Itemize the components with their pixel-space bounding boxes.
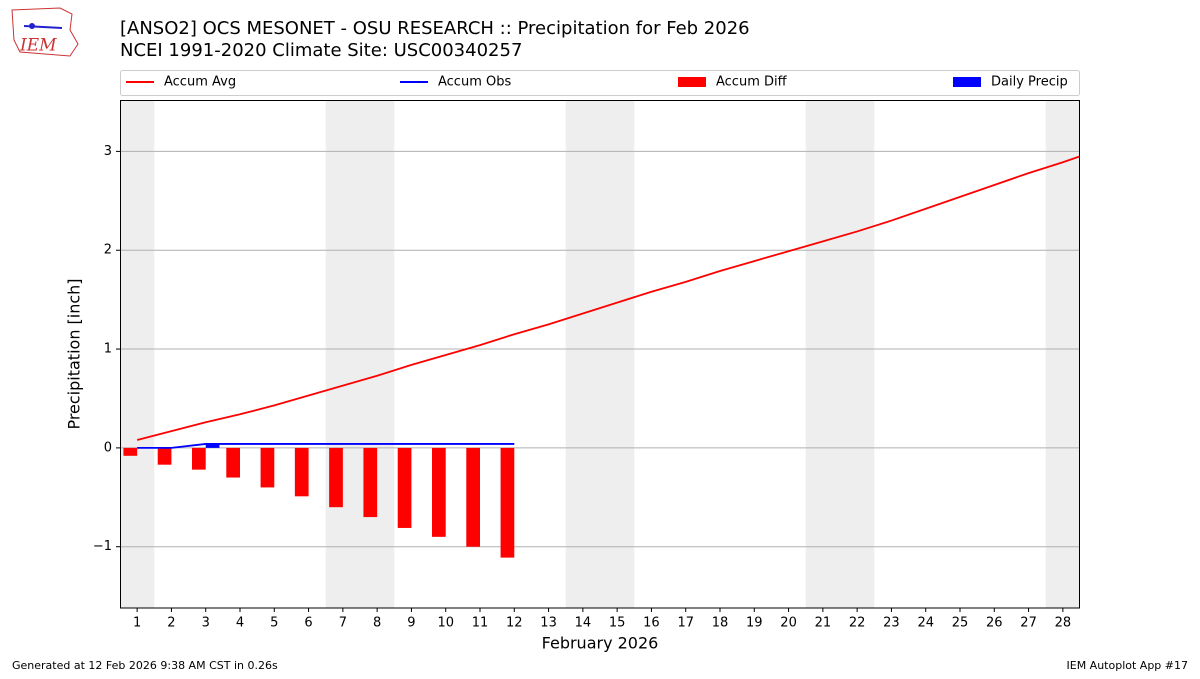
- logo-text: IEM: [19, 36, 57, 56]
- x-tick-label: 26: [986, 616, 1003, 631]
- x-tick-label: 27: [1020, 616, 1037, 631]
- highlight-day: [120, 100, 155, 608]
- x-tick-label: 22: [849, 616, 866, 631]
- highlight-day: [1045, 100, 1080, 608]
- x-tick-label: 9: [407, 616, 415, 631]
- highlight-day: [360, 100, 395, 608]
- legend-label: Accum Diff: [716, 75, 788, 90]
- bar: [192, 447, 206, 470]
- plot-frame: [120, 100, 1080, 609]
- x-axis-label: February 2026: [542, 634, 659, 653]
- highlight-day: [600, 100, 635, 608]
- x-tick-label: 19: [746, 616, 763, 631]
- y-tick-label: 3: [104, 144, 112, 159]
- y-tick-label: 2: [104, 243, 112, 258]
- bar: [432, 447, 446, 537]
- legend-label: Accum Avg: [164, 75, 236, 90]
- x-tick-label: 8: [373, 616, 381, 631]
- bar: [294, 447, 309, 497]
- x-tick-label: 12: [506, 616, 523, 631]
- x-tick-label: 18: [712, 616, 729, 631]
- footer-left: Generated at 12 Feb 2026 9:38 AM CST in …: [12, 659, 278, 672]
- legend-label: Accum Obs: [438, 75, 511, 90]
- x-tick-label: 16: [643, 616, 660, 631]
- x-tick-label: 15: [609, 616, 626, 631]
- bar: [157, 447, 172, 465]
- x-tick-label: 23: [883, 616, 900, 631]
- bar: [123, 447, 138, 456]
- x-tick-label: 6: [304, 616, 312, 631]
- bar: [260, 447, 275, 488]
- x-tick-label: 7: [339, 616, 347, 631]
- y-tick-label: 1: [104, 342, 112, 357]
- series-line: [137, 443, 515, 449]
- legend-box: [120, 70, 1080, 96]
- bar: [205, 443, 220, 448]
- legend-swatch: [953, 77, 981, 87]
- highlight-day: [325, 100, 360, 608]
- y-tick-label: 0: [104, 440, 112, 455]
- plot-area: [120, 100, 1080, 608]
- x-tick-label: 11: [472, 616, 489, 631]
- bar: [500, 447, 515, 558]
- legend-swatch: [678, 77, 706, 87]
- bar: [397, 447, 412, 528]
- x-tick-label: 2: [167, 616, 175, 631]
- x-tick-label: 21: [815, 616, 832, 631]
- highlight-day: [805, 100, 840, 608]
- footer-right: IEM Autoplot App #17: [1067, 659, 1189, 672]
- x-tick-label: 20: [780, 616, 797, 631]
- x-tick-label: 28: [1055, 616, 1072, 631]
- chart-subtitle: NCEI 1991-2020 Climate Site: USC00340257: [120, 40, 522, 61]
- x-tick-label: 17: [677, 616, 694, 631]
- x-tick-label: 1: [133, 616, 141, 631]
- x-tick-label: 3: [202, 616, 210, 631]
- logo: IEM: [11, 7, 79, 57]
- bar: [466, 447, 480, 547]
- x-tick-label: 14: [575, 616, 592, 631]
- bar: [329, 447, 343, 508]
- legend-label: Daily Precip: [991, 75, 1068, 90]
- x-tick-label: 25: [952, 616, 969, 631]
- x-tick-label: 10: [437, 616, 454, 631]
- y-tick-label: −1: [93, 539, 112, 554]
- bar: [226, 447, 240, 478]
- highlight-day: [840, 100, 875, 608]
- bar: [363, 447, 378, 518]
- x-tick-label: 24: [917, 616, 934, 631]
- highlight-day: [565, 100, 600, 608]
- series-line: [136, 155, 1080, 441]
- x-tick-label: 4: [236, 616, 244, 631]
- x-tick-label: 13: [540, 616, 557, 631]
- y-axis-label: Precipitation [inch]: [65, 278, 84, 429]
- x-tick-label: 5: [270, 616, 278, 631]
- chart-title: [ANSO2] OCS MESONET - OSU RESEARCH :: Pr…: [120, 18, 750, 39]
